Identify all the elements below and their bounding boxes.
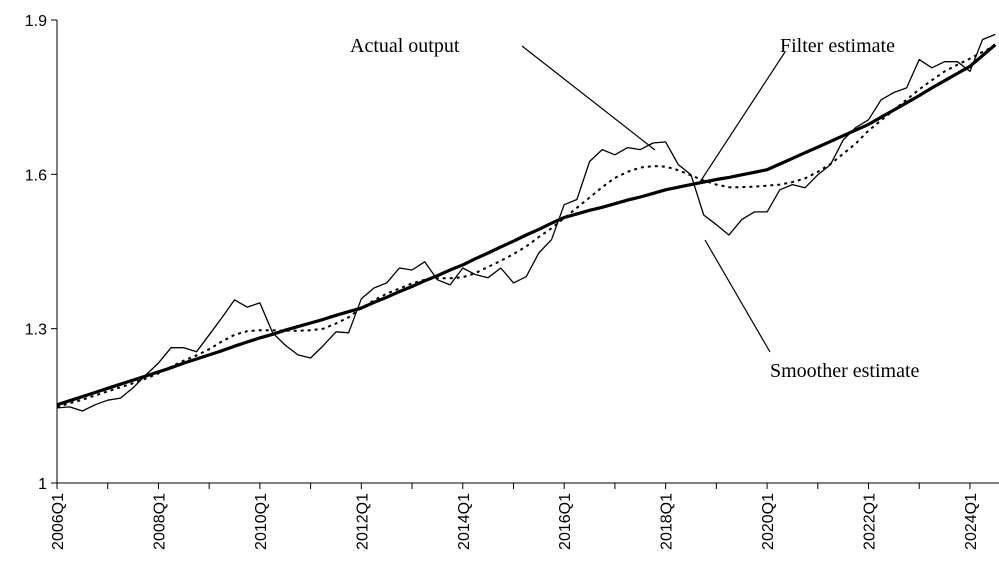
leader-line	[699, 51, 786, 183]
series-line	[56, 44, 996, 408]
x-tick-label: 2006Q1	[50, 493, 67, 550]
x-tick-label: 2016Q1	[557, 493, 574, 550]
series-line	[56, 43, 997, 407]
y-tick-label: 1.6	[25, 167, 47, 184]
x-tick-label: 2022Q1	[862, 493, 879, 550]
annotation: Smoother estimate	[770, 360, 920, 382]
series-line	[56, 33, 996, 412]
y-tick-label: 1.9	[25, 13, 47, 30]
x-tick-label: 2014Q1	[456, 493, 473, 550]
y-tick-label: 1	[38, 476, 47, 493]
annotation: Filter estimate	[780, 35, 895, 57]
x-tick-label: 2008Q1	[151, 493, 168, 550]
y-tick-label: 1.3	[25, 322, 47, 339]
annotation: Actual output	[350, 35, 460, 57]
x-tick-label: 2010Q1	[253, 493, 270, 550]
leader-line	[704, 239, 771, 353]
x-tick-label: 2012Q1	[354, 493, 371, 550]
x-tick-label: 2024Q1	[963, 493, 980, 550]
leader-line	[521, 45, 656, 151]
x-tick-label: 2020Q1	[760, 493, 777, 550]
x-tick-label: 2018Q1	[659, 493, 676, 550]
